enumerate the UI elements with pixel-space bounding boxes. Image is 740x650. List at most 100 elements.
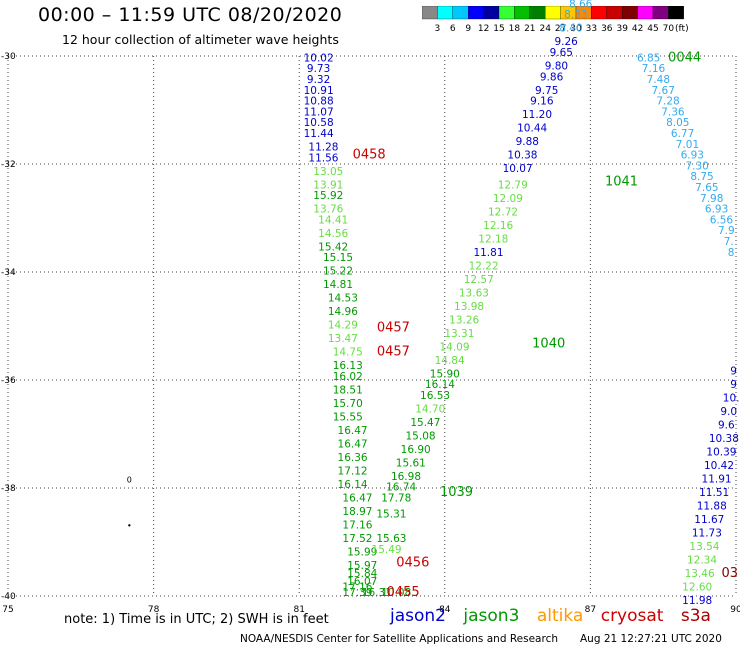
wave-height-point: 7.48: [647, 74, 670, 86]
wave-height-point: 16.47: [342, 493, 372, 505]
wave-height-point: 15.22: [323, 266, 353, 278]
wave-height-point: 9.75: [535, 85, 558, 97]
colorbar-tick-label: 70: [663, 24, 675, 34]
wave-height-point: 11.28: [308, 142, 338, 154]
wave-height-point: 15.47: [410, 417, 440, 429]
wave-height-point: 7.9: [718, 225, 735, 237]
legend-jason3: jason3: [463, 606, 520, 626]
colorbar-tick-label: 30: [570, 24, 582, 34]
wave-height-point: 10.38: [709, 433, 739, 445]
wave-height-point: 13.05: [313, 166, 343, 178]
colorbar-tick-label: 15: [493, 24, 504, 34]
wave-height-point: 12.72: [488, 206, 518, 218]
wave-height-point: 12.34: [687, 555, 717, 567]
wave-height-point: 14.84: [435, 355, 465, 367]
wave-height-point: 10.44: [517, 123, 547, 135]
grid-lines: [7, 55, 737, 597]
wave-height-point: 10.02: [304, 52, 334, 64]
wave-height-point: 16.14: [425, 379, 455, 391]
wave-height-point: 16.98: [391, 471, 421, 483]
wave-height-point: 17.39: [342, 587, 372, 599]
y-tick-label: -32: [1, 160, 16, 170]
wave-height-point: 15.70: [333, 398, 363, 410]
colorbar-swatch: [668, 6, 684, 20]
wave-height-point: 14.41: [318, 214, 348, 226]
wave-height-point: 15.61: [396, 457, 426, 469]
colorbar-tick-label: 33: [586, 24, 597, 34]
wave-height-point: 10.91: [304, 85, 334, 97]
wave-height-point: 9: [730, 366, 737, 378]
wave-height-point: 7.65: [695, 182, 718, 194]
wave-height-point: 12.79: [498, 179, 528, 191]
wave-height-point: 7.30: [685, 160, 708, 172]
wave-height-point: 9.73: [307, 63, 330, 75]
wave-height-point: 11.20: [522, 109, 552, 121]
wave-height-point: 11.67: [694, 514, 724, 526]
wave-height-point: 9.65: [550, 47, 573, 59]
wave-height-point: 14.96: [328, 306, 358, 318]
legend-cryosat: cryosat: [600, 606, 664, 626]
wave-height-point: 6.93: [705, 204, 728, 216]
wave-height-point: 15.97: [347, 560, 377, 572]
colorbar-tick-label: 24: [539, 24, 551, 34]
wave-height-point: 10.58: [304, 117, 334, 129]
wave-height-point: 8.05: [666, 117, 689, 129]
wave-height-point: 12.57: [464, 274, 494, 286]
color-scale-bar: 3 6 9 12 15 18 21 24 27 30 33 36 39 42 45 70 (ft): [422, 6, 689, 34]
colorbar-tick-label: 6: [450, 24, 456, 34]
wave-height-point: 11.88: [697, 501, 727, 513]
wave-height-point: 11.81: [473, 247, 503, 259]
x-tick-label: 78: [148, 605, 160, 615]
wave-height-point: 15.08: [406, 430, 436, 442]
wave-height-point: 13.91: [313, 179, 343, 191]
wave-height-point: 14.09: [439, 341, 469, 353]
wave-height-point: 13.47: [328, 333, 358, 345]
time-labels: 0458 0457 0457 0456 0455 0044 1041 1040 1039 03 0 •: [127, 50, 738, 600]
legend-jason2: jason2: [390, 606, 446, 626]
colorbar-tick-label: 45: [647, 24, 658, 34]
wave-height-point: 12.22: [469, 260, 499, 272]
wave-height-point: 12.16: [483, 220, 513, 232]
wave-height-point: 10.39: [706, 447, 736, 459]
time-label: 0458: [353, 148, 386, 163]
y-tick-label: -38: [1, 484, 16, 494]
wave-height-point: 13.76: [313, 204, 343, 216]
wave-height-point: 13.46: [685, 568, 715, 580]
colorbar-tick-label: 21: [524, 24, 535, 34]
wave-height-point: 9.88: [516, 136, 539, 148]
wave-height-point: 11.73: [692, 528, 722, 540]
wave-height-point: 17.12: [338, 466, 368, 478]
colorbar-tick-label: 12: [478, 24, 489, 34]
wave-height-point: 13.26: [449, 314, 479, 326]
wave-height-point: 14.75: [333, 347, 363, 359]
wave-height-point: 16.53: [420, 390, 450, 402]
marker-point: 0: [127, 476, 132, 485]
x-tick-label: 81: [293, 605, 304, 615]
wave-height-point: 9: [730, 379, 737, 391]
generated-timestamp: Aug 21 12:27:21 UTC 2020: [580, 633, 722, 645]
legend-altika: altika: [536, 606, 584, 626]
wave-height-point: 6.93: [681, 150, 704, 162]
y-tick-label: -30: [1, 52, 16, 62]
wave-height-point: 16.74: [386, 482, 416, 494]
wave-height-point: 7.28: [656, 96, 679, 108]
colorbar-tick-label: 27: [555, 24, 566, 34]
wave-height-point: 11.91: [702, 474, 732, 486]
wave-height-point: 17.52: [342, 533, 372, 545]
wave-height-point: 13.98: [454, 301, 484, 313]
axes: 75 78 81 84 87 90-30-32-34-36-38-40: [1, 52, 740, 615]
wave-height-point: 7.36: [661, 106, 685, 118]
wave-height-point: 16.47: [338, 439, 368, 451]
wave-height-point: 10.42: [704, 460, 734, 472]
wave-height-point: 15.99: [347, 547, 377, 559]
wave-height-point: 17.16: [342, 520, 372, 532]
credit-text: NOAA/NESDIS Center for Satellite Applica…: [240, 633, 558, 645]
time-label: 1039: [440, 485, 473, 500]
wave-height-point: 15.92: [313, 190, 343, 202]
wave-height-point: 12.18: [478, 233, 508, 245]
wave-height-point: 7.67: [652, 85, 675, 97]
x-tick-label: 75: [2, 605, 13, 615]
satellite-legend: jason2 jason3 altika cryosat s3a: [390, 606, 723, 626]
time-label: 03: [721, 566, 738, 581]
